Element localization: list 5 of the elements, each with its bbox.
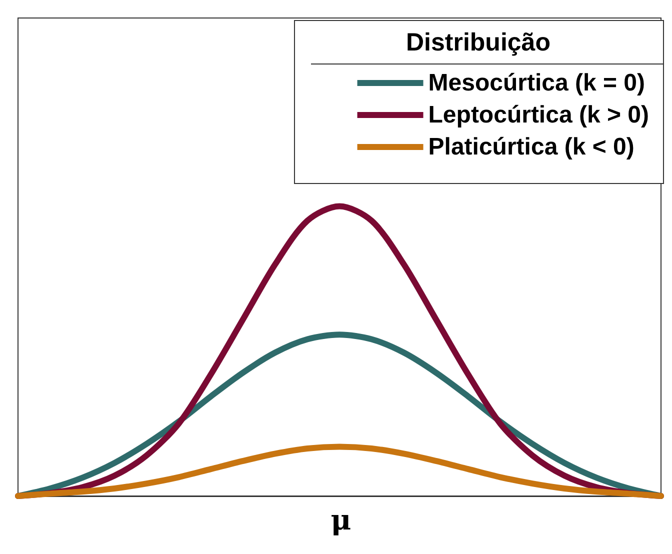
legend-label: Leptocúrtica (k > 0) [428, 102, 650, 128]
legend-label: Platicúrtica (k < 0) [428, 134, 634, 160]
legend-title: Distribuição [406, 28, 550, 56]
legend-label: Mesocúrtica (k = 0) [428, 70, 646, 96]
text: μ [330, 504, 352, 536]
